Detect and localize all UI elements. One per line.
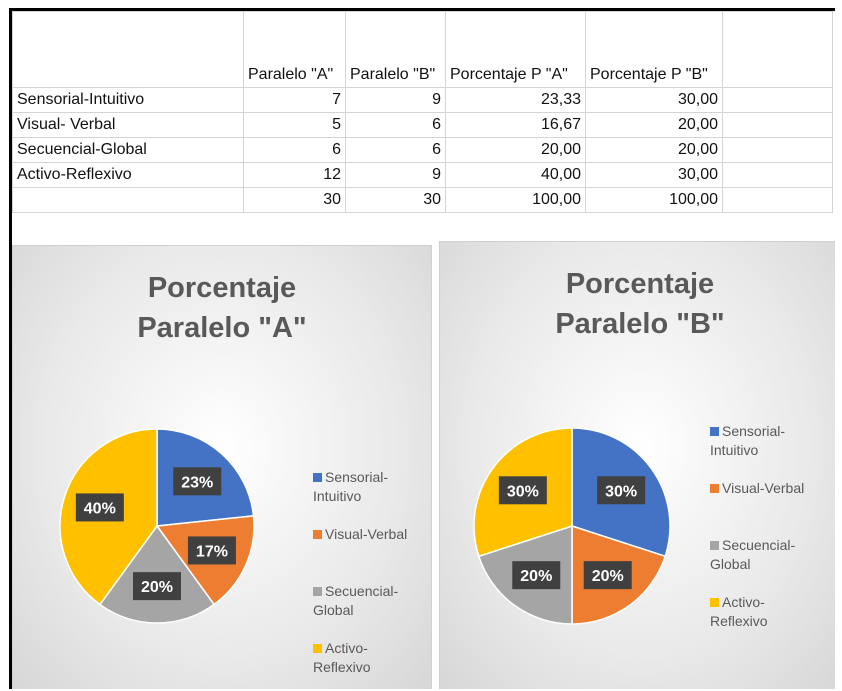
legend-item: Visual-Verbal (313, 525, 421, 582)
legend-swatch (710, 427, 719, 436)
row: 30 30 100,00 100,00 (12, 187, 833, 213)
data-label: 40% (84, 500, 116, 517)
chart: Porcentaje Paralelo "B" 30% 20% 20% 30% Senso… (439, 241, 835, 689)
legend-item: Secuencial-Global (710, 536, 818, 593)
legend-swatch (710, 484, 719, 493)
legend-label: Sensorial-Intuitivo (313, 469, 389, 504)
label-box (597, 476, 646, 505)
label-cell: Secuencial-Global (12, 137, 244, 163)
data-label: 23% (181, 474, 213, 491)
cell (722, 112, 833, 138)
legend-swatch (313, 644, 322, 653)
legend-item: Visual-Verbal (710, 479, 818, 536)
number-cell: 100,00 (585, 187, 723, 213)
label-cell: Activo-Reflexivo (12, 162, 244, 188)
screenshot: Paralelo "A" Paralelo "B" Porcentaje P "A"… (9, 8, 835, 689)
number-cell: 30,00 (585, 162, 723, 188)
number-cell: 6 (243, 137, 346, 163)
pie-area: 30% 20% 20% 30% (473, 427, 671, 625)
row: Secuencial-Global 6 6 20,00 20,00 (12, 137, 833, 163)
spreadsheet: Paralelo "A" Paralelo "B" Porcentaje P "A"… (12, 11, 833, 213)
legend-item: Activo-Reflexivo (313, 639, 421, 689)
label-box (498, 476, 547, 505)
legend-label: Activo-Reflexivo (313, 640, 371, 675)
cell (722, 11, 833, 88)
cell (722, 187, 833, 213)
legend-swatch (313, 587, 322, 596)
number-cell: 30 (243, 187, 346, 213)
data-label: 30% (507, 483, 539, 500)
legend-label: Activo-Reflexivo (710, 594, 768, 629)
number-cell: 16,67 (445, 112, 586, 138)
data-label: 20% (592, 568, 624, 585)
legend-item: Sensorial-Intuitivo (710, 422, 818, 479)
row: Visual- Verbal 5 6 16,67 20,00 (12, 112, 833, 138)
legend-item: Sensorial-Intuitivo (313, 468, 421, 525)
data-label: 30% (605, 483, 637, 500)
legend-swatch (313, 473, 322, 482)
header-cell: Porcentaje P "B" (585, 11, 723, 88)
data-label: 20% (141, 579, 173, 596)
header-cell: Paralelo "B" (345, 11, 446, 88)
legend-label: Secuencial-Global (313, 583, 399, 618)
label-box (583, 561, 632, 590)
number-cell: 9 (345, 162, 446, 188)
number-cell: 6 (345, 112, 446, 138)
legend: Sensorial-Intuitivo Visual-Verbal Secuenci… (710, 422, 818, 650)
number-cell: 20,00 (585, 137, 723, 163)
legend: Sensorial-Intuitivo Visual-Verbal Secuenci… (313, 468, 421, 689)
cell (12, 11, 244, 88)
number-cell: 5 (243, 112, 346, 138)
chart-title: Porcentaje Paralelo "B" (555, 268, 725, 340)
legend-label: Secuencial-Global (710, 537, 796, 572)
row: Activo-Reflexivo 12 9 40,00 30,00 (12, 162, 833, 188)
cell (722, 162, 833, 188)
legend-item: Activo-Reflexivo (710, 593, 818, 650)
label-box (173, 467, 222, 496)
legend-item: Secuencial-Global (313, 582, 421, 639)
number-cell: 100,00 (445, 187, 586, 213)
cell (722, 137, 833, 163)
label-cell: Visual- Verbal (12, 112, 244, 138)
header-cell: Paralelo "A" (243, 11, 346, 88)
legend-label: Visual-Verbal (325, 526, 408, 542)
label-box (512, 561, 561, 590)
number-cell: 30 (345, 187, 446, 213)
chart: Porcentaje Paralelo "A" 23% 17% 20% 40% Senso… (12, 245, 432, 689)
legend-label: Sensorial-Intuitivo (710, 423, 786, 458)
chart-title: Porcentaje Paralelo "A" (137, 272, 307, 344)
number-cell: 7 (243, 87, 346, 113)
number-cell: 30,00 (585, 87, 723, 113)
pie-area: 23% 17% 20% 40% (59, 428, 255, 624)
data-label: 20% (520, 568, 552, 585)
number-cell: 23,33 (445, 87, 586, 113)
legend-swatch (710, 598, 719, 607)
header-row: Paralelo "A" Paralelo "B" Porcentaje P "A"… (12, 11, 833, 88)
number-cell: 6 (345, 137, 446, 163)
legend-swatch (710, 541, 719, 550)
row: Sensorial-Intuitivo 7 9 23,33 30,00 (12, 87, 833, 113)
number-cell: 20,00 (445, 137, 586, 163)
number-cell: 9 (345, 87, 446, 113)
number-cell: 12 (243, 162, 346, 188)
label-cell: Sensorial-Intuitivo (12, 87, 244, 113)
header-cell: Porcentaje P "A" (445, 11, 586, 88)
number-cell: 40,00 (445, 162, 586, 188)
label-box (75, 493, 124, 522)
data-label: 17% (196, 543, 228, 560)
label-box (187, 536, 236, 565)
number-cell: 20,00 (585, 112, 723, 138)
legend-label: Visual-Verbal (722, 480, 805, 496)
legend-swatch (313, 530, 322, 539)
cell (722, 87, 833, 113)
label-box (133, 572, 181, 601)
label-cell (12, 187, 244, 213)
